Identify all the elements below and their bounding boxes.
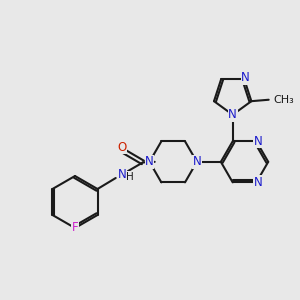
Text: N: N bbox=[241, 71, 250, 84]
Text: O: O bbox=[117, 141, 126, 154]
Text: N: N bbox=[254, 135, 262, 148]
Text: H: H bbox=[126, 172, 134, 182]
Text: N: N bbox=[118, 168, 126, 181]
Text: N: N bbox=[254, 176, 262, 189]
Text: F: F bbox=[72, 221, 78, 235]
Text: N: N bbox=[228, 108, 237, 121]
Text: N: N bbox=[145, 155, 154, 168]
Text: N: N bbox=[193, 155, 201, 168]
Text: CH₃: CH₃ bbox=[274, 95, 294, 105]
